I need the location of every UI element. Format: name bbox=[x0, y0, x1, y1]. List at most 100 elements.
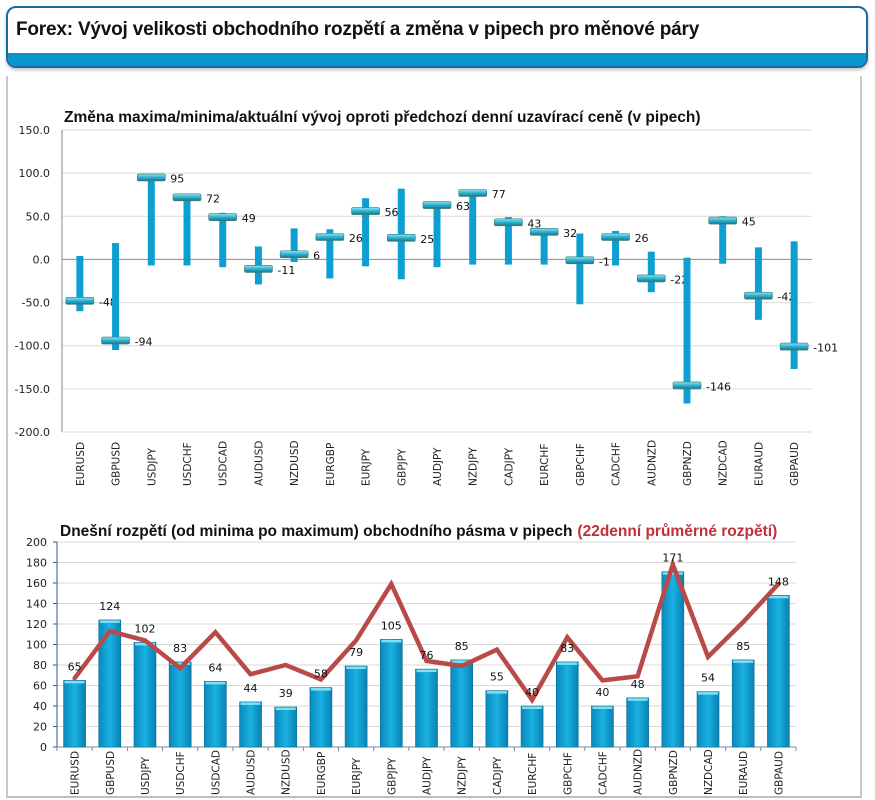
range-bar-gbpusd bbox=[98, 619, 122, 748]
data-label: 83 bbox=[560, 642, 574, 655]
x-category-label: USDJPY bbox=[140, 756, 152, 795]
range-bar-gbpnzd bbox=[661, 571, 685, 748]
data-label: 49 bbox=[242, 212, 256, 225]
x-category-label: GBPUSD bbox=[105, 751, 117, 795]
x-category-label: AUDUSD bbox=[246, 750, 258, 795]
y-tick-label: -50.0 bbox=[22, 297, 50, 310]
bar-highlight bbox=[522, 706, 543, 709]
header-accent-band bbox=[8, 53, 866, 66]
x-category-label: GBPUSD bbox=[111, 442, 123, 486]
x-category-label: NZDCAD bbox=[703, 749, 715, 795]
current-marker-nzdusd bbox=[279, 250, 309, 259]
current-marker-euraud bbox=[744, 291, 773, 300]
x-category-label: EURGBP bbox=[316, 752, 328, 795]
page-header: Forex: Vývoj velikosti obchodního rozpět… bbox=[6, 6, 868, 68]
range-bar-cadchf bbox=[591, 705, 614, 748]
data-label: 26 bbox=[635, 232, 649, 245]
range-bar-audusd bbox=[239, 701, 262, 748]
data-label: 39 bbox=[279, 687, 293, 700]
y-tick-label: 150.0 bbox=[19, 124, 51, 137]
data-label: 85 bbox=[736, 640, 750, 653]
range-bar-eurjpy bbox=[362, 198, 370, 267]
y-tick-label: 120 bbox=[26, 618, 47, 631]
data-label: 124 bbox=[99, 600, 120, 613]
data-label: 79 bbox=[349, 646, 363, 659]
data-label: 58 bbox=[314, 668, 328, 681]
data-label: 55 bbox=[490, 671, 504, 684]
current-marker-audjpy bbox=[422, 201, 452, 209]
data-label: 65 bbox=[68, 660, 82, 673]
current-marker-eurusd bbox=[65, 297, 95, 305]
current-marker-eurchf bbox=[529, 228, 559, 236]
data-label: 45 bbox=[742, 216, 756, 229]
data-label: -1 bbox=[599, 255, 610, 268]
data-label: 72 bbox=[206, 192, 220, 205]
x-category-label: AUDUSD bbox=[253, 441, 265, 486]
x-category-label: AUDJPY bbox=[432, 447, 444, 486]
y-tick-label: 100 bbox=[26, 639, 47, 652]
bar-highlight bbox=[557, 662, 578, 665]
current-marker-eurgbp bbox=[315, 233, 345, 241]
bar-highlight bbox=[205, 681, 226, 685]
data-label: 64 bbox=[208, 661, 222, 674]
data-label: -11 bbox=[277, 264, 295, 277]
x-category-label: NZDUSD bbox=[289, 440, 301, 486]
x-category-label: USDCAD bbox=[210, 750, 222, 795]
bar-highlight bbox=[662, 572, 683, 575]
current-marker-nzdcad bbox=[708, 216, 738, 225]
current-marker-gbpchf bbox=[565, 256, 595, 265]
data-label: 54 bbox=[701, 672, 715, 685]
range-bar-gbpnzd bbox=[683, 257, 691, 404]
y-tick-label: -100.0 bbox=[15, 340, 50, 353]
range-bar-eurchf bbox=[520, 705, 544, 748]
data-label: 48 bbox=[631, 678, 645, 691]
current-marker-usdcad bbox=[208, 213, 238, 221]
range-bar-nzdusd bbox=[274, 706, 298, 748]
range-bar-usdchf bbox=[168, 661, 192, 748]
range-bar-usdchf bbox=[183, 197, 191, 266]
x-category-label: USDCHF bbox=[175, 751, 187, 795]
range-bar-gbpjpy bbox=[380, 639, 403, 748]
data-label: 44 bbox=[244, 682, 258, 695]
bar-highlight bbox=[275, 707, 296, 711]
x-category-label: GBPJPY bbox=[396, 448, 408, 486]
range-bar-eurjpy bbox=[344, 665, 368, 748]
range-bar-eurgbp bbox=[326, 229, 334, 279]
bar-highlight bbox=[592, 706, 613, 709]
range-bar-usdjpy bbox=[147, 177, 155, 266]
data-label: 105 bbox=[381, 619, 402, 632]
bar-highlight bbox=[170, 662, 191, 665]
bar-highlight bbox=[99, 620, 120, 623]
data-label: 85 bbox=[455, 640, 469, 653]
bar-highlight bbox=[451, 660, 472, 663]
range-bar-cadchf bbox=[612, 230, 620, 266]
current-marker-gbpnzd bbox=[672, 381, 702, 390]
range-bar-eurusd bbox=[63, 680, 86, 748]
current-marker-nzdjpy bbox=[458, 189, 488, 197]
current-marker-audnzd bbox=[636, 274, 666, 283]
current-marker-gbpjpy bbox=[386, 234, 416, 242]
data-label: 63 bbox=[456, 200, 470, 213]
bar-highlight bbox=[64, 680, 85, 684]
x-category-label: EURJPY bbox=[351, 757, 363, 795]
data-label: 40 bbox=[595, 686, 609, 699]
data-label: 32 bbox=[563, 227, 577, 240]
range-bar-cadjpy bbox=[504, 217, 512, 265]
bar-highlight bbox=[698, 692, 719, 695]
y-tick-label: 40 bbox=[33, 700, 47, 713]
current-marker-eurjpy bbox=[351, 207, 380, 215]
data-label: 76 bbox=[420, 649, 434, 662]
x-category-label: NZDCAD bbox=[718, 440, 730, 486]
data-label: 43 bbox=[527, 217, 541, 230]
x-category-label: EURCHF bbox=[539, 444, 551, 486]
data-label: 25 bbox=[420, 233, 434, 246]
data-label: 148 bbox=[768, 575, 789, 588]
range-bar-usdcad bbox=[219, 212, 227, 268]
range-bar-gbpaud bbox=[767, 594, 790, 748]
x-category-label: GBPJPY bbox=[386, 757, 398, 795]
x-category-label: USDCHF bbox=[182, 442, 194, 486]
y-tick-label: 200 bbox=[26, 536, 47, 549]
range-bar-audnzd bbox=[647, 251, 655, 293]
data-label: 56 bbox=[385, 206, 399, 219]
x-category-label: GBPNZD bbox=[668, 750, 680, 795]
